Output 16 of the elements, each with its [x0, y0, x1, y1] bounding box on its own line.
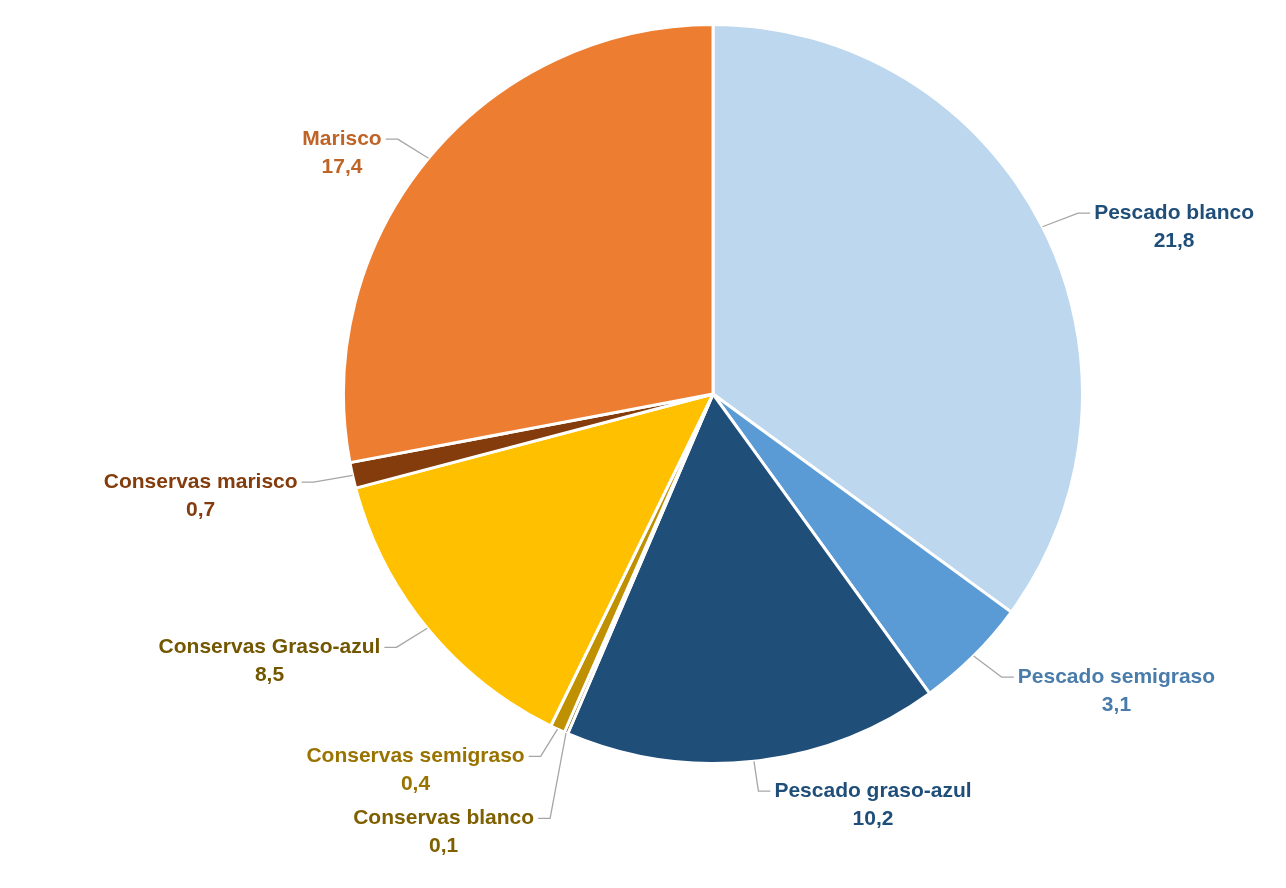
slice-label: Conservas semigraso	[306, 743, 525, 767]
data-label: 0,7	[186, 496, 216, 520]
data-label: 10,2	[852, 805, 894, 829]
data-label: 0,4	[400, 771, 431, 795]
data-label: 21,8	[1153, 227, 1195, 251]
slice-label: Marisco	[302, 125, 382, 149]
slice-label: Conservas Graso-azul	[158, 634, 381, 658]
slice-label: Conservas blanco	[353, 805, 535, 829]
slice-label: Conservas marisco	[103, 468, 298, 492]
data-label: 0,1	[429, 833, 459, 857]
data-label: 8,5	[254, 662, 285, 686]
slice-label: Pescado graso-azul	[774, 777, 972, 801]
data-label: 17,4	[321, 153, 363, 177]
data-label: 3,1	[1101, 692, 1132, 715]
slice-label: Pescado blanco	[1094, 199, 1255, 223]
slice-label: Pescado semigraso	[1017, 664, 1216, 687]
